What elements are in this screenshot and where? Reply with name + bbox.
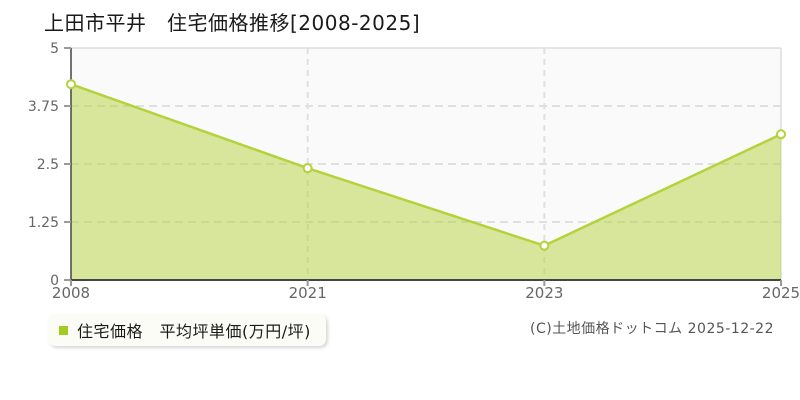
y-tick-label-0: 0 bbox=[50, 273, 59, 289]
y-tick-label-5: 5 bbox=[50, 41, 59, 57]
x-tick-label-2008: 2008 bbox=[52, 284, 90, 302]
series-area-fill bbox=[71, 84, 781, 280]
chart-title: 上田市平井 住宅価格推移[2008-2025] bbox=[44, 11, 421, 35]
data-point-2021 bbox=[302, 163, 313, 174]
x-tick-label-2021: 2021 bbox=[289, 284, 327, 302]
x-tick-label-2023: 2023 bbox=[525, 284, 563, 302]
copyright-text: (C)土地価格ドットコム 2025-12-22 bbox=[529, 321, 774, 337]
data-point-2025 bbox=[776, 129, 786, 140]
legend-label: 住宅価格 平均坪単価(万円/坪) bbox=[77, 322, 311, 341]
y-tick-label-2.5: 2.5 bbox=[37, 157, 59, 173]
legend: 住宅価格 平均坪単価(万円/坪) bbox=[48, 314, 326, 346]
data-point-2023 bbox=[539, 240, 550, 251]
legend-marker-icon bbox=[59, 325, 68, 335]
x-tick-label-2025: 2025 bbox=[762, 284, 800, 302]
y-tick-label-1.25: 1.25 bbox=[28, 215, 59, 231]
data-point-2008 bbox=[66, 79, 76, 90]
y-tick-label-3.75: 3.75 bbox=[28, 99, 59, 115]
series-line bbox=[70, 83, 782, 247]
